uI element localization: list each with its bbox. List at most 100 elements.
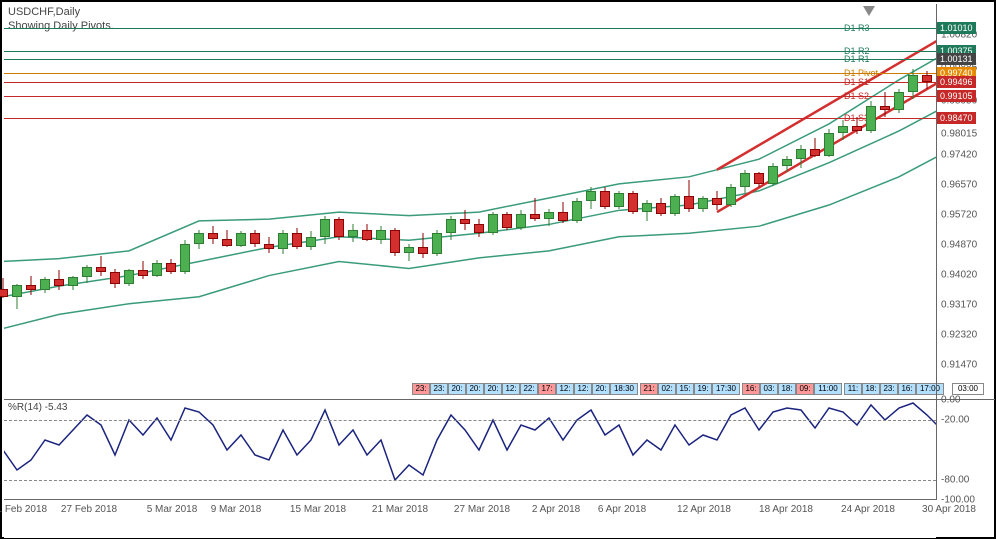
y-tick: 0.94870: [941, 239, 977, 250]
candle: [278, 230, 288, 255]
candle: [642, 200, 652, 221]
candle: [0, 278, 8, 297]
time-box: 20:: [592, 383, 610, 395]
candle: [670, 194, 680, 215]
candle: [740, 170, 750, 193]
price-svg: [4, 4, 936, 399]
indicator-y-tick: -20.00: [941, 415, 969, 426]
time-box: 17:: [538, 383, 556, 395]
candle: [852, 117, 862, 135]
indicator-area[interactable]: %R(14) -5.43: [4, 399, 936, 500]
candle: [446, 216, 456, 241]
y-tick: 0.92320: [941, 329, 977, 340]
candle: [264, 237, 274, 253]
time-box: 11:00: [814, 383, 842, 395]
arrow-down-icon: [863, 6, 875, 16]
pivot-line: [4, 118, 936, 119]
candle: [292, 228, 302, 249]
time-box: 23:: [412, 383, 430, 395]
candle: [516, 210, 526, 229]
candle: [96, 256, 106, 275]
time-box: 22:: [520, 383, 538, 395]
candle: [796, 145, 806, 168]
time-box: 15:: [676, 383, 694, 395]
candle: [68, 276, 78, 291]
candle: [614, 191, 624, 209]
y-tick: 0.95720: [941, 209, 977, 220]
candle: [544, 209, 554, 227]
candle: [502, 212, 512, 230]
candle: [40, 277, 50, 293]
candle: [82, 265, 92, 283]
candle: [838, 120, 848, 139]
indicator-y-tick: -80.00: [941, 475, 969, 486]
time-box: 12:: [502, 383, 520, 395]
candle: [152, 260, 162, 278]
chart-container: USDCHF,Daily Showing Daily Pivots. D1 R3…: [0, 0, 996, 539]
y-tick: 0.91470: [941, 359, 977, 370]
indicator-y-axis: 0.00-20.00-80.00-100.00: [936, 399, 995, 500]
x-tick: 21 Feb 2018: [0, 504, 47, 515]
time-box: 23:: [880, 383, 898, 395]
candle: [362, 224, 372, 241]
candle: [572, 198, 582, 223]
candle: [166, 259, 176, 274]
candle: [558, 202, 568, 223]
indicator-level-line: [4, 480, 936, 481]
time-box: 17:30: [712, 383, 740, 395]
time-box: 12:: [556, 383, 574, 395]
pivot-line: [4, 28, 936, 29]
candle: [12, 284, 22, 309]
candle: [754, 172, 764, 188]
candle: [586, 187, 596, 208]
candle: [390, 228, 400, 256]
indicator-level-line: [4, 420, 936, 421]
x-axis: 21 Feb 201827 Feb 20185 Mar 20189 Mar 20…: [4, 499, 936, 538]
pivot-label: D1 R3: [844, 23, 870, 33]
pivot-label: D1 R1: [844, 54, 870, 64]
x-tick: 18 Apr 2018: [759, 504, 813, 515]
candle: [922, 71, 932, 89]
candle: [124, 269, 134, 287]
x-tick: 5 Mar 2018: [147, 504, 198, 515]
candle: [488, 212, 498, 235]
time-box: 23:: [430, 383, 448, 395]
time-box: 20:: [466, 383, 484, 395]
y-tick: 0.97420: [941, 149, 977, 160]
y-tick: 0.98015: [941, 128, 977, 139]
time-box: 12:: [574, 383, 592, 395]
pivot-price-box: 0.98470: [937, 112, 976, 124]
candle: [208, 226, 218, 244]
candle: [866, 101, 876, 133]
candle: [194, 230, 204, 249]
x-tick: 2 Apr 2018: [532, 504, 580, 515]
pivot-price-box: 1.01010: [937, 22, 976, 34]
x-tick: 9 Mar 2018: [211, 504, 262, 515]
candle: [768, 163, 778, 186]
time-box: 20:: [448, 383, 466, 395]
time-box: 16:: [742, 383, 760, 395]
candle: [110, 269, 120, 288]
candle: [810, 138, 820, 157]
indicator-y-tick: 0.00: [941, 395, 960, 406]
y-tick: 0.94020: [941, 269, 977, 280]
pivot-line: [4, 82, 936, 83]
candle: [600, 187, 610, 208]
time-box: 18:30: [610, 383, 638, 395]
candle: [782, 156, 792, 172]
candle: [908, 69, 918, 99]
x-tick: 12 Apr 2018: [677, 504, 731, 515]
x-tick: 27 Feb 2018: [61, 504, 117, 515]
x-tick: 15 Mar 2018: [290, 504, 346, 515]
candle: [250, 230, 260, 248]
price-chart-area[interactable]: USDCHF,Daily Showing Daily Pivots. D1 R3…: [4, 4, 936, 399]
candle: [320, 216, 330, 244]
candle: [138, 261, 148, 279]
candle: [236, 231, 246, 247]
candle: [726, 184, 736, 207]
candle: [824, 129, 834, 157]
time-box: 03:: [760, 383, 778, 395]
price-y-axis: 1.008200.998850.989500.980150.974200.965…: [936, 4, 995, 399]
time-box: 16:: [898, 383, 916, 395]
x-tick: 24 Apr 2018: [841, 504, 895, 515]
